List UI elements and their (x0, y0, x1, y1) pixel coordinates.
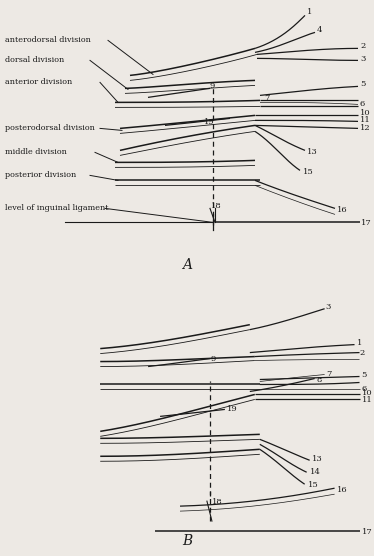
Text: 2: 2 (360, 42, 365, 51)
Text: anterior division: anterior division (5, 78, 72, 86)
Text: 3: 3 (326, 302, 331, 311)
Text: posterior division: posterior division (5, 171, 76, 180)
Text: 13: 13 (307, 148, 318, 156)
Text: 8: 8 (317, 376, 322, 385)
Text: 6: 6 (362, 385, 367, 394)
Text: B: B (182, 534, 192, 548)
Text: 18: 18 (211, 202, 222, 210)
Text: 11: 11 (362, 396, 372, 404)
Text: 5: 5 (360, 81, 365, 88)
Text: posterodorsal division: posterodorsal division (5, 125, 95, 132)
Text: middle division: middle division (5, 148, 67, 156)
Text: 14: 14 (310, 468, 321, 476)
Text: A: A (182, 259, 192, 272)
Text: 1: 1 (307, 8, 312, 16)
Text: anterodorsal division: anterodorsal division (5, 36, 91, 44)
Text: 6: 6 (360, 101, 365, 108)
Text: 17: 17 (362, 528, 372, 536)
Text: 7: 7 (264, 95, 269, 102)
Text: 7: 7 (327, 370, 332, 378)
Text: 2: 2 (359, 349, 365, 356)
Text: 16: 16 (337, 486, 347, 494)
Text: 18: 18 (212, 498, 223, 506)
Text: 19: 19 (204, 118, 215, 126)
Text: 15: 15 (303, 168, 314, 176)
Text: 4: 4 (317, 26, 322, 34)
Text: 3: 3 (360, 56, 365, 63)
Text: 5: 5 (362, 370, 367, 379)
Text: 15: 15 (308, 481, 318, 489)
Text: level of inguinal ligament: level of inguinal ligament (5, 205, 108, 212)
Text: 9: 9 (211, 355, 216, 363)
Text: 19: 19 (227, 405, 237, 414)
Text: 11: 11 (360, 116, 371, 125)
Text: 17: 17 (361, 220, 372, 227)
Text: 1: 1 (356, 339, 362, 346)
Text: dorsal division: dorsal division (5, 56, 64, 64)
Text: 10: 10 (360, 110, 371, 117)
Text: 16: 16 (337, 206, 347, 215)
Text: 10: 10 (362, 389, 372, 398)
Text: 9: 9 (210, 82, 215, 91)
Text: 12: 12 (360, 125, 371, 132)
Text: 13: 13 (312, 455, 322, 463)
